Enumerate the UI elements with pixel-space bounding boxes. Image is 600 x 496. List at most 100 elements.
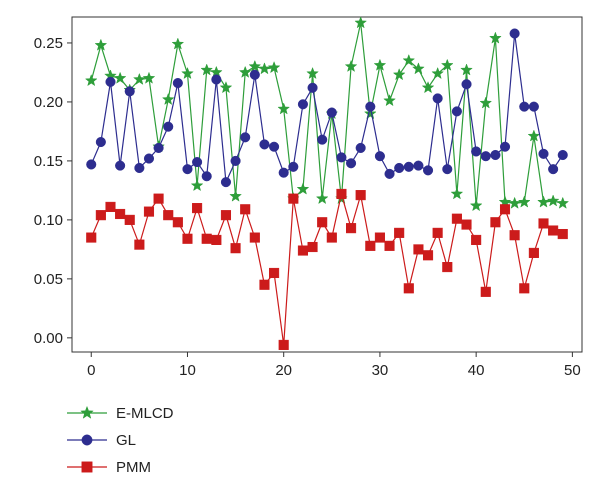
y-axis: 0.00 0.05 0.10 0.15 0.20 0.25 (34, 35, 72, 347)
data-point-pmm (442, 262, 453, 273)
data-point-gl (317, 134, 328, 145)
data-point-e-mlcd (296, 182, 310, 195)
data-point-e-mlcd (238, 65, 252, 78)
data-point-gl (182, 164, 193, 175)
data-point-pmm (326, 232, 337, 243)
data-point-pmm (115, 208, 126, 220)
data-point-pmm (124, 214, 135, 225)
data-point-gl (528, 101, 539, 112)
data-point-e-mlcd (248, 59, 262, 72)
data-point-pmm (143, 206, 155, 217)
data-point-e-mlcd (440, 58, 454, 71)
data-point-gl (95, 136, 106, 148)
data-point-gl (557, 149, 568, 161)
data-point-gl (326, 107, 337, 118)
data-point-pmm (480, 286, 491, 297)
data-point-e-mlcd (421, 81, 435, 94)
data-point-pmm (548, 225, 559, 236)
data-point-pmm (269, 267, 280, 279)
data-point-pmm (86, 232, 97, 243)
data-point-e-mlcd (556, 196, 570, 209)
data-point-e-mlcd (181, 66, 194, 80)
data-point-gl (471, 146, 482, 157)
data-point-e-mlcd (460, 63, 473, 76)
series-line-pmm (90, 193, 563, 345)
data-point-pmm (471, 234, 482, 245)
y-tick-label: 0.25 (34, 35, 63, 52)
legend-item-pmm: PMM (67, 459, 151, 476)
data-point-gl (374, 151, 385, 162)
data-point-pmm (249, 232, 260, 243)
data-point-pmm (451, 213, 462, 224)
data-point-gl (192, 157, 203, 168)
data-point-gl (413, 160, 424, 171)
legend-marker (80, 405, 94, 419)
data-point-pmm (163, 210, 174, 221)
data-point-e-mlcd (383, 94, 396, 107)
data-point-pmm (384, 240, 395, 251)
x-tick-label: 20 (275, 362, 292, 379)
data-point-e-mlcd (373, 58, 387, 71)
data-point-gl (490, 149, 501, 161)
series-e-mlcd (84, 16, 570, 212)
legend-marker (81, 461, 93, 473)
data-point-gl (278, 167, 289, 178)
legend: E-MLCD GL PMM (67, 405, 174, 476)
data-point-e-mlcd (84, 73, 98, 87)
data-point-gl (548, 164, 559, 175)
data-point-pmm (528, 247, 539, 258)
legend-label: GL (116, 432, 136, 449)
series-line-e-mlcd (90, 22, 563, 206)
data-point-gl (86, 159, 97, 170)
data-point-gl (211, 74, 222, 85)
data-point-gl (288, 161, 299, 172)
data-point-pmm (153, 193, 164, 204)
data-point-gl (403, 161, 414, 172)
data-point-gl (346, 158, 357, 169)
data-point-gl (297, 99, 308, 110)
data-point-e-mlcd (190, 178, 204, 192)
data-point-pmm (374, 232, 385, 243)
data-point-e-mlcd (402, 53, 416, 67)
data-point-pmm (394, 227, 405, 238)
data-point-gl (519, 101, 530, 112)
data-point-pmm (422, 250, 434, 261)
data-point-pmm (230, 243, 241, 254)
data-point-pmm (538, 218, 549, 229)
data-point-pmm (461, 219, 472, 230)
data-point-gl (134, 162, 145, 174)
data-point-e-mlcd (546, 194, 560, 207)
data-point-e-mlcd (171, 37, 185, 50)
data-point-pmm (240, 204, 251, 215)
data-point-pmm (95, 210, 106, 221)
data-point-pmm (182, 233, 193, 244)
series-pmm (86, 188, 568, 350)
data-point-gl (355, 142, 366, 153)
data-point-pmm (317, 217, 328, 228)
data-point-gl (201, 171, 212, 182)
data-point-gl (220, 177, 232, 188)
data-point-e-mlcd (161, 92, 175, 105)
y-tick-label: 0.05 (34, 271, 63, 288)
data-point-gl (143, 153, 155, 164)
data-point-pmm (413, 244, 424, 255)
data-point-e-mlcd (363, 107, 377, 120)
legend-label: PMM (116, 459, 151, 476)
data-point-e-mlcd (469, 199, 483, 212)
data-point-pmm (355, 190, 366, 201)
data-point-pmm (307, 241, 318, 253)
data-point-e-mlcd (142, 71, 156, 84)
data-point-pmm (105, 201, 116, 212)
data-point-gl (394, 162, 405, 174)
data-point-gl (172, 78, 183, 89)
data-point-e-mlcd (537, 195, 550, 208)
data-point-gl (163, 121, 174, 132)
data-point-pmm (403, 283, 414, 294)
data-point-pmm (336, 188, 347, 199)
x-tick-label: 30 (372, 362, 389, 379)
data-point-pmm (259, 279, 270, 290)
data-point-gl (240, 132, 251, 143)
x-tick-label: 10 (179, 362, 196, 379)
data-point-gl (269, 141, 280, 152)
data-point-pmm (201, 233, 212, 244)
